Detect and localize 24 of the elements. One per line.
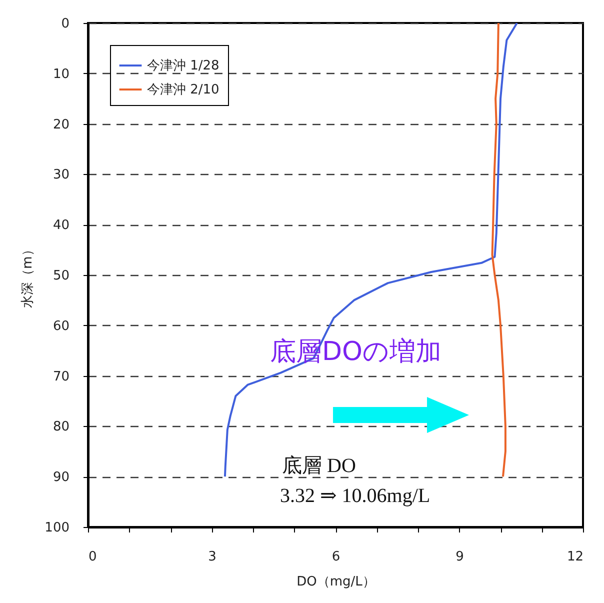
y-tick-label: 50	[52, 268, 70, 284]
x-tick-label: 9	[456, 550, 464, 564]
x-tick-label: 0	[88, 550, 97, 564]
y-tick-label: 80	[52, 420, 70, 435]
y-tick-label: 100	[44, 520, 70, 536]
x-tick-label: 6	[332, 550, 340, 564]
y-axis-title: 水深（m）	[20, 243, 36, 308]
y-tick-label: 0	[61, 16, 70, 32]
x-tick-label: 3	[208, 550, 216, 564]
y-tick-label: 20	[52, 117, 70, 132]
x-axis-title: DO（mg/L）	[296, 574, 376, 590]
y-tick-label: 40	[52, 218, 70, 234]
y-tick-label: 70	[52, 369, 70, 384]
y-tick-label: 90	[52, 470, 70, 486]
legend-label: 今津沖 2/10	[147, 82, 220, 98]
annotation: 3.32 ⇒ 10.06mg/L	[280, 485, 430, 507]
y-tick-label: 30	[52, 168, 70, 183]
annotation: 底層 DO	[282, 455, 356, 477]
y-tick-label: 10	[52, 66, 70, 82]
x-tick-label: 12	[566, 550, 584, 564]
line-series	[491, 23, 506, 478]
y-tick-label: 60	[52, 318, 70, 334]
line-series	[224, 23, 518, 478]
legend-label: 今津沖 1/28	[147, 58, 220, 74]
